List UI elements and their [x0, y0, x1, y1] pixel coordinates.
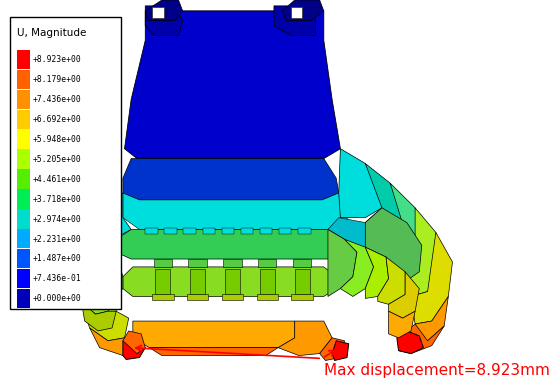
Polygon shape — [378, 257, 405, 304]
Polygon shape — [332, 341, 349, 360]
Text: Max displacement=8.923mm: Max displacement=8.923mm — [324, 363, 549, 378]
Text: +7.436e+00: +7.436e+00 — [32, 95, 81, 104]
Bar — [17, 269, 30, 288]
Text: +2.231e+00: +2.231e+00 — [32, 235, 81, 243]
Polygon shape — [123, 338, 145, 360]
Bar — [17, 149, 30, 169]
Polygon shape — [298, 227, 310, 234]
Polygon shape — [399, 208, 440, 296]
Polygon shape — [365, 247, 389, 298]
Polygon shape — [183, 227, 196, 234]
Text: +0.000e+00: +0.000e+00 — [32, 294, 81, 303]
Polygon shape — [282, 0, 324, 21]
Bar — [17, 70, 30, 89]
Polygon shape — [399, 324, 444, 354]
Text: +1.487e+00: +1.487e+00 — [32, 255, 81, 263]
Polygon shape — [415, 296, 448, 341]
Polygon shape — [257, 295, 278, 300]
Polygon shape — [125, 11, 340, 158]
Polygon shape — [260, 269, 275, 295]
Polygon shape — [222, 227, 234, 234]
Polygon shape — [365, 208, 421, 282]
Polygon shape — [225, 269, 240, 295]
Text: U, Magnitude: U, Magnitude — [17, 27, 86, 38]
Polygon shape — [123, 158, 339, 200]
Polygon shape — [397, 331, 423, 354]
Text: +6.692e+00: +6.692e+00 — [32, 115, 81, 124]
Polygon shape — [291, 295, 313, 300]
Bar — [17, 109, 30, 129]
Polygon shape — [123, 331, 145, 354]
Polygon shape — [411, 232, 452, 324]
Polygon shape — [123, 267, 337, 296]
Text: +5.948e+00: +5.948e+00 — [32, 135, 81, 144]
Polygon shape — [278, 321, 332, 355]
Bar — [17, 189, 30, 209]
Bar — [17, 289, 30, 308]
Polygon shape — [202, 227, 215, 234]
Polygon shape — [145, 6, 183, 35]
Polygon shape — [293, 259, 311, 267]
Polygon shape — [328, 229, 357, 296]
Polygon shape — [188, 259, 207, 267]
Polygon shape — [274, 6, 315, 35]
Text: +3.718e+00: +3.718e+00 — [32, 195, 81, 204]
Text: +4.461e+00: +4.461e+00 — [32, 175, 81, 184]
Polygon shape — [365, 163, 407, 247]
Text: +8.179e+00: +8.179e+00 — [32, 75, 81, 84]
Polygon shape — [389, 311, 415, 338]
Polygon shape — [155, 269, 170, 295]
Polygon shape — [89, 328, 137, 355]
Polygon shape — [145, 227, 158, 234]
Polygon shape — [152, 295, 173, 300]
Polygon shape — [328, 218, 365, 257]
Polygon shape — [154, 259, 172, 267]
Polygon shape — [98, 193, 131, 237]
Text: +2.974e+00: +2.974e+00 — [32, 215, 81, 224]
Bar — [17, 169, 30, 189]
Polygon shape — [75, 210, 116, 269]
Bar — [17, 130, 30, 149]
FancyBboxPatch shape — [10, 17, 121, 309]
Polygon shape — [320, 338, 344, 360]
Polygon shape — [339, 149, 382, 218]
Polygon shape — [340, 239, 373, 296]
Polygon shape — [295, 269, 310, 295]
Bar — [17, 249, 30, 269]
Polygon shape — [83, 308, 129, 341]
Polygon shape — [116, 229, 344, 259]
Polygon shape — [82, 269, 116, 314]
Polygon shape — [224, 259, 241, 267]
Polygon shape — [93, 239, 123, 296]
Polygon shape — [137, 265, 295, 351]
Polygon shape — [386, 183, 423, 272]
Bar — [17, 90, 30, 109]
Polygon shape — [222, 295, 243, 300]
Polygon shape — [145, 0, 183, 21]
Polygon shape — [291, 7, 302, 18]
Polygon shape — [258, 259, 277, 267]
Polygon shape — [133, 321, 295, 348]
Polygon shape — [389, 272, 419, 318]
Polygon shape — [152, 7, 164, 18]
Bar — [17, 50, 30, 69]
Polygon shape — [82, 301, 116, 331]
Polygon shape — [149, 348, 278, 355]
Polygon shape — [75, 257, 116, 318]
Polygon shape — [190, 269, 205, 295]
Polygon shape — [164, 227, 177, 234]
Text: +5.205e+00: +5.205e+00 — [32, 155, 81, 164]
Polygon shape — [187, 295, 209, 300]
Text: +8.923e+00: +8.923e+00 — [32, 55, 81, 64]
Polygon shape — [123, 193, 349, 229]
Polygon shape — [260, 227, 272, 234]
Bar — [17, 209, 30, 229]
Text: +7.436e-01: +7.436e-01 — [32, 274, 81, 283]
Polygon shape — [241, 227, 253, 234]
Polygon shape — [279, 227, 291, 234]
Bar — [17, 229, 30, 248]
